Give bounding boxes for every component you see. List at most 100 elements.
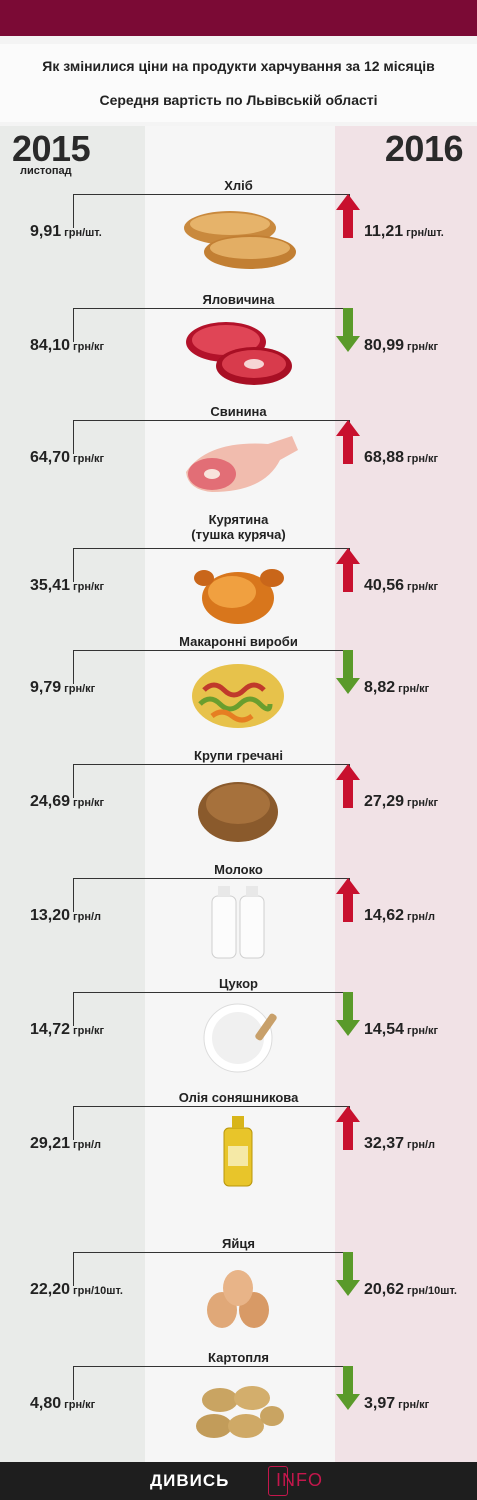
eggs-icon [168,1258,308,1334]
arrow-up-icon [336,878,360,922]
price-2015-value: 84,10 [30,337,71,354]
product-name: Крупи гречані [0,748,477,763]
price-2015-unit: грн/кг [73,453,105,465]
product-name: Хліб [0,178,477,193]
price-2016: 32,37 грн/л [364,1135,435,1153]
price-2015-unit: грн/кг [64,683,96,695]
price-2015: 13,20 грн/л [30,907,101,925]
price-2016-value: 20,62 [364,1281,405,1298]
product-row: Макаронні вироби 9,79 грн/кг 8,82 грн/кг [0,634,477,746]
product-row: Яловичина 84,10 грн/кг 80,99 грн/кг [0,292,477,404]
product-row: Хліб 9,91 грн/шт. 11,21 грн/шт. [0,178,477,290]
product-name-text: Цукор [219,976,258,991]
price-2016-value: 68,88 [364,449,405,466]
price-2015: 35,41 грн/кг [30,577,104,595]
price-2016-unit: грн/10шт. [407,1285,457,1297]
product-row: Картопля 4,80 грн/кг 3,97 грн/кг [0,1350,477,1462]
price-2016-unit: грн/кг [407,581,439,593]
price-2015-unit: грн/кг [73,341,105,353]
potato-icon [168,1372,308,1448]
background-stripe-right [335,126,477,1462]
background-stripe-left [0,126,145,1462]
product-name-text: Молоко [214,862,263,877]
price-2015-value: 24,69 [30,793,71,810]
title-box: Як змінилися ціни на продукти харчування… [0,44,477,122]
footer-logo-accent: INFO [276,1470,323,1490]
product-name: Свинина [0,404,477,419]
page-subtitle: Середня вартість по Львівській області [99,92,378,108]
product-name-text: Олія соняшникова [178,1090,299,1105]
top-bar [0,0,477,36]
price-2015: 24,69 грн/кг [30,793,104,811]
year-right: 2016 [384,128,464,169]
price-2016-value: 80,99 [364,337,405,354]
product-name-text: Хліб [224,178,253,193]
price-2016-unit: грн/кг [407,1025,439,1037]
price-2016-unit: грн/кг [398,1399,430,1411]
sugar-icon [168,998,308,1074]
page-title: Як змінилися ціни на продукти харчування… [42,58,435,74]
arrow-up-icon [336,420,360,464]
price-2015-value: 29,21 [30,1135,71,1152]
price-2016-value: 40,56 [364,577,405,594]
price-2016-value: 11,21 [364,223,404,240]
pork-icon [168,426,308,502]
price-2016-unit: грн/л [407,911,436,923]
arrow-down-icon [336,1366,360,1410]
price-2016-unit: грн/кг [407,453,439,465]
price-2016-value: 3,97 [364,1395,396,1412]
product-row: Молоко 13,20 грн/л 14,62 грн/л [0,862,477,974]
beef-icon [168,314,308,390]
product-name-text: Курятина [208,512,269,527]
price-2016-unit: грн/шт. [406,227,444,239]
price-2015-value: 35,41 [30,577,71,594]
price-2015-value: 22,20 [30,1281,71,1298]
price-2015-value: 13,20 [30,907,71,924]
arrow-down-icon [336,308,360,352]
product-name: Молоко [0,862,477,877]
product-name-text: Свинина [210,404,267,419]
price-2015-unit: грн/кг [73,1025,105,1037]
product-name: Олія соняшникова [0,1090,477,1105]
price-2016-unit: грн/кг [407,341,439,353]
arrow-down-icon [336,992,360,1036]
footer: ДИВИСЬ INFO [0,1462,477,1500]
price-2016-value: 27,29 [364,793,405,810]
arrow-down-icon [336,650,360,694]
price-2016: 14,62 грн/л [364,907,435,925]
price-2016: 3,97 грн/кг [364,1395,429,1413]
price-2016-unit: грн/кг [407,797,439,809]
price-2016-unit: грн/кг [398,683,430,695]
price-2015-value: 64,70 [30,449,71,466]
arrow-up-icon [336,548,360,592]
product-name-text: Яловичина [202,292,275,307]
arrow-up-icon [336,764,360,808]
price-2015-value: 9,79 [30,679,62,696]
price-2015: 29,21 грн/л [30,1135,101,1153]
price-2016-value: 14,62 [364,907,405,924]
price-2015-value: 4,80 [30,1395,62,1412]
price-2016: 14,54 грн/кг [364,1021,438,1039]
product-name-text: Яйця [222,1236,255,1251]
price-2015-unit: грн/л [73,911,102,923]
product-name-text: Крупи гречані [194,748,283,763]
arrow-up-icon [336,1106,360,1150]
oil-bottle-icon [168,1112,308,1188]
footer-logo: ДИВИСЬ [150,1471,230,1490]
product-row: Крупи гречані 24,69 грн/кг 27,29 грн/кг [0,748,477,860]
year-left-month: листопад [20,165,72,177]
price-2016: 80,99 грн/кг [364,337,438,355]
price-2015-unit: грн/кг [73,797,105,809]
price-2015-unit: грн/кг [64,1399,96,1411]
price-2016: 8,82 грн/кг [364,679,429,697]
price-2016: 20,62 грн/10шт. [364,1281,457,1299]
phone-icon [268,1466,288,1496]
price-2015: 9,91 грн/шт. [30,223,102,241]
product-name-text: Макаронні вироби [179,634,298,649]
product-name: Яловичина [0,292,477,307]
price-2015: 22,20 грн/10шт. [30,1281,123,1299]
year-left: 2015 [12,128,91,169]
price-2016-value: 14,54 [364,1021,405,1038]
price-2015: 64,70 грн/кг [30,449,104,467]
price-2016: 27,29 грн/кг [364,793,438,811]
